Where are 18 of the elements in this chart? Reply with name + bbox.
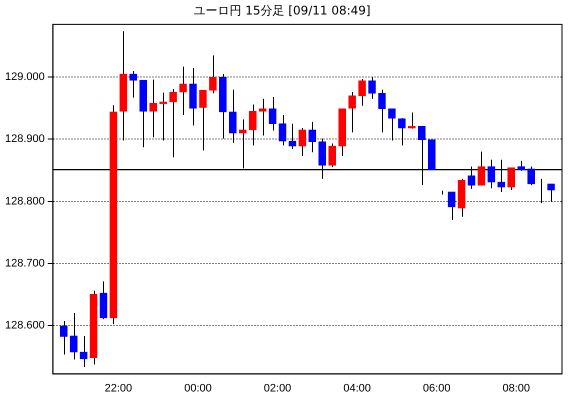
y-tick-label: 128.800 xyxy=(4,195,45,208)
candlestick xyxy=(348,92,356,133)
x-tick-label: 00:00 xyxy=(184,382,212,394)
x-tick-label: 04:00 xyxy=(343,382,371,394)
candlestick xyxy=(328,143,336,168)
x-tick-label: 06:00 xyxy=(422,382,450,394)
y-tick-label: 129.000 xyxy=(4,71,45,84)
candlestick xyxy=(268,96,276,132)
candlestick xyxy=(378,89,386,133)
candlestick xyxy=(80,335,88,368)
x-tick-label: 22:00 xyxy=(104,382,132,394)
x-tick-label: 08:00 xyxy=(502,382,530,394)
y-tick-label: 128.900 xyxy=(4,133,45,146)
chart-title: ユーロ円 15分足 [09/11 08:49] xyxy=(193,3,371,18)
x-tick-label: 02:00 xyxy=(264,382,292,394)
y-tick-label: 128.600 xyxy=(4,319,45,332)
y-tick-label: 128.700 xyxy=(4,257,45,270)
candlestick xyxy=(100,280,108,320)
